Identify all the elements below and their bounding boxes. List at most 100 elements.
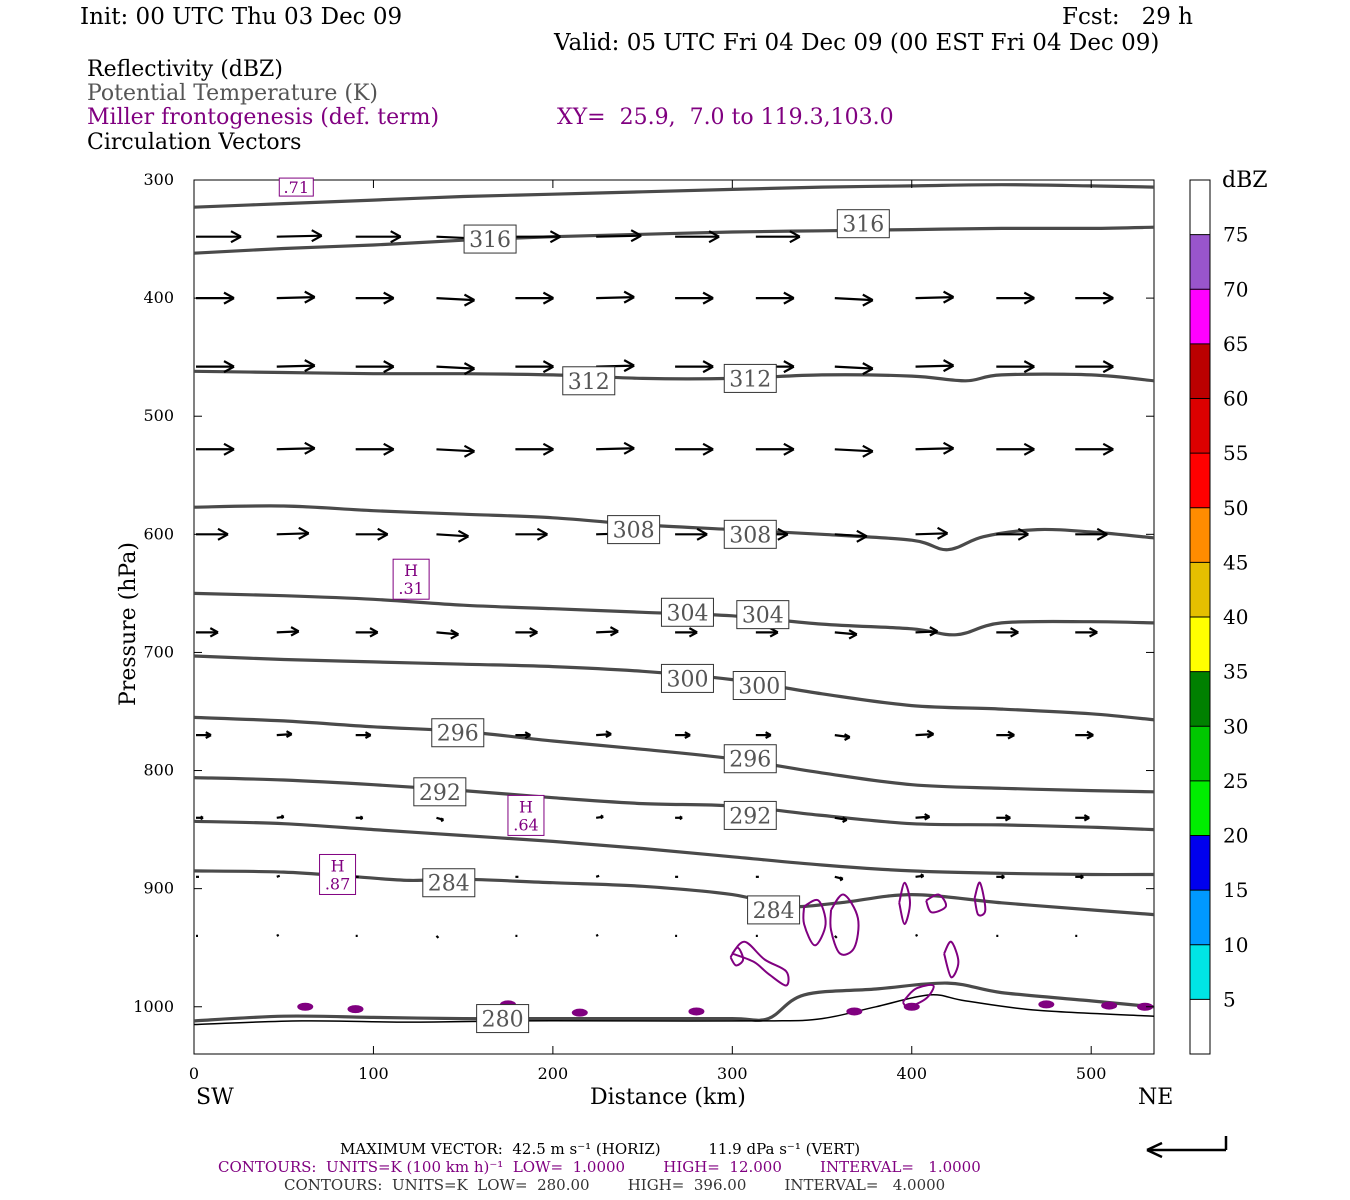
circulation-vector — [755, 291, 795, 305]
theta-label: 316 — [463, 224, 517, 254]
vector-head — [390, 230, 402, 244]
circulation-vector — [276, 359, 316, 373]
theta-contour-312 — [193, 369, 1155, 383]
circulation-vector — [675, 527, 708, 541]
vector-head — [311, 229, 323, 243]
colorbar-swatch — [1190, 562, 1210, 617]
vector-head — [848, 629, 858, 640]
theta-label-text: 316 — [842, 213, 884, 238]
circulation-vector — [515, 527, 548, 541]
frontogenesis-contour — [802, 898, 827, 947]
circulation-vector — [675, 731, 691, 739]
vector-head — [1102, 442, 1114, 456]
theta-label-box — [422, 868, 476, 898]
frontogenesis-max-label: .71 — [278, 177, 314, 197]
vector-head — [209, 627, 219, 638]
theta-label-text: 308 — [613, 519, 655, 544]
circulation-vector — [196, 815, 204, 821]
colorbar-swatch — [1190, 890, 1210, 945]
circulation-vector — [276, 441, 316, 455]
vector-head — [383, 291, 395, 305]
vector-shaft — [435, 935, 440, 939]
circulation-vector — [196, 230, 242, 244]
theta-label: 284 — [422, 868, 476, 898]
circulation-vector — [834, 529, 868, 543]
forecast-hour: Fcst: 29 h — [1062, 4, 1193, 30]
vector-shaft — [436, 533, 469, 538]
vector-head — [1089, 627, 1098, 638]
colorbar-swatch — [1190, 453, 1210, 508]
vector-head — [623, 290, 635, 304]
x-tick-label: 100 — [358, 1064, 389, 1083]
vector-head — [609, 626, 619, 637]
vector-head — [304, 359, 316, 373]
colorbar-swatch — [1190, 835, 1210, 891]
vector-head — [377, 527, 389, 541]
circulation-vector — [515, 442, 554, 456]
vector-head — [1023, 360, 1035, 374]
vector-head — [1007, 730, 1015, 740]
theta-label-text: 308 — [729, 523, 771, 548]
y-tick-label: 600 — [143, 524, 174, 543]
theta-label-text: 296 — [729, 748, 771, 773]
theta-label-text: 292 — [419, 781, 461, 806]
frontogenesis-contour — [925, 893, 948, 914]
y-tick-label: 1000 — [133, 997, 174, 1016]
theta-contour-288 — [193, 819, 1155, 877]
colorbar-swatch — [1190, 726, 1210, 781]
x-tick-label: 300 — [717, 1064, 748, 1083]
circulation-vector — [915, 441, 955, 455]
frontogenesis-max-h: H — [404, 561, 418, 580]
theta-label-text: 284 — [428, 872, 470, 897]
vector-shaft — [436, 631, 459, 636]
theta-label-box — [836, 209, 890, 239]
sw-label: SW — [196, 1085, 234, 1110]
circulation-vector — [436, 293, 475, 307]
theta-label: 300 — [732, 671, 786, 701]
vector-head — [1017, 527, 1029, 541]
vector-shaft — [595, 933, 599, 937]
circulation-vector — [595, 814, 604, 820]
theta-label: 300 — [660, 663, 714, 693]
vector-head — [304, 441, 316, 455]
vector-head — [765, 731, 772, 739]
circulation-vector — [915, 933, 919, 937]
vector-head — [937, 526, 949, 540]
theta-label-box — [723, 800, 777, 830]
vector-shaft — [834, 533, 867, 538]
vector-head — [542, 442, 554, 456]
vector-head — [605, 730, 612, 738]
frontogenesis-blob — [1101, 1001, 1118, 1010]
vector-head — [783, 360, 795, 374]
y-axis-title: Pressure (hPa) — [116, 542, 141, 706]
theta-label-box — [723, 519, 777, 549]
circulation-vector — [436, 529, 469, 543]
circulation-vector — [355, 442, 395, 456]
frontogenesis-blob — [1137, 1002, 1154, 1011]
colorbar-tick-label: 30 — [1223, 714, 1248, 738]
y-tick-label: 400 — [143, 288, 174, 307]
vector-shaft — [596, 447, 635, 451]
vector-head — [536, 527, 548, 541]
colorbar-tick-label: 55 — [1223, 441, 1248, 465]
theta-contour-304 — [193, 591, 1155, 637]
vector-head — [1004, 814, 1011, 822]
vector-head — [842, 816, 848, 824]
reflectivity-label: Reflectivity (dBZ) — [87, 57, 283, 82]
circulation-vector — [915, 626, 939, 637]
vector-head — [369, 627, 379, 638]
circulation-vector — [276, 229, 323, 243]
theta-label-box — [732, 671, 786, 701]
frontogenesis-max-label: H.64 — [507, 794, 545, 836]
theta-contour-292 — [193, 776, 1155, 832]
vector-head — [856, 529, 868, 543]
vector-head — [943, 290, 955, 304]
circulation-vector — [996, 874, 1005, 880]
theta-label: 316 — [836, 209, 890, 239]
circulation-vector — [834, 293, 874, 307]
theta-label-box — [431, 718, 485, 748]
init-time: Init: 00 UTC Thu 03 Dec 09 — [80, 4, 403, 30]
vector-shaft — [276, 364, 315, 368]
vector-head — [679, 815, 683, 821]
circulation-vector — [276, 730, 293, 738]
